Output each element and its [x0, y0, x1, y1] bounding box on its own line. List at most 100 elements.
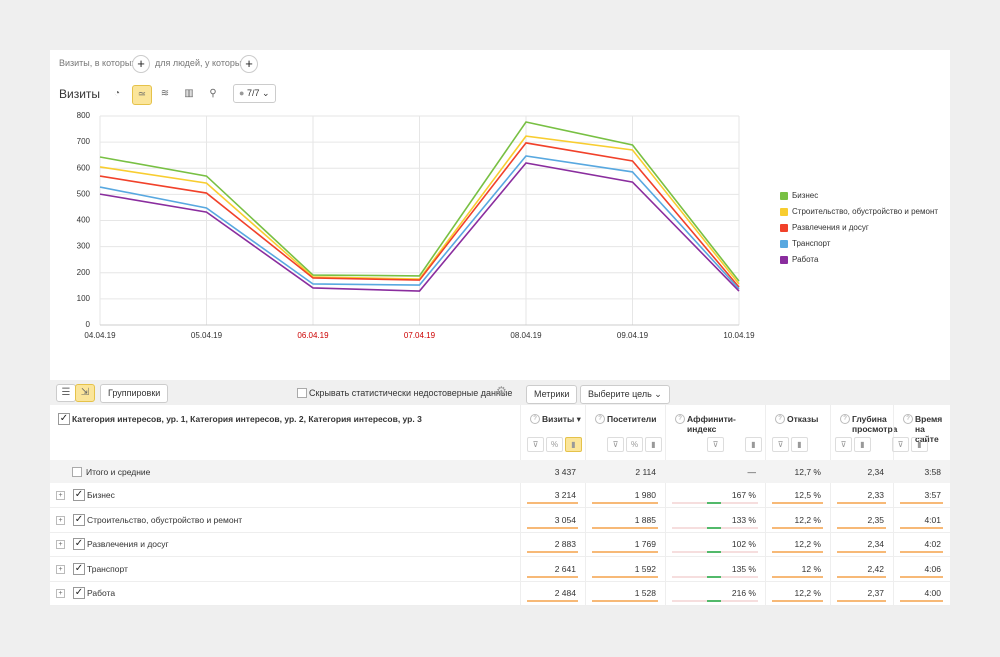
- checkbox[interactable]: [72, 467, 82, 477]
- table-cell: 102 %: [731, 539, 756, 549]
- table-row: [50, 557, 950, 582]
- column-control[interactable]: %: [546, 437, 563, 452]
- column-control[interactable]: ⊽: [835, 437, 852, 452]
- column-control[interactable]: ▮: [565, 437, 582, 452]
- tree-view-button[interactable]: ⇲: [75, 384, 95, 402]
- legend-swatch: [780, 256, 788, 264]
- chart: 0 100 200 300 400 500 600 700 800 04.04.19 05.04.1…: [77, 111, 939, 340]
- cell-bar: [772, 600, 823, 602]
- dimension-header: Категория интересов, ур. 1, Категория ин…: [72, 414, 422, 424]
- table-cell: 2,34: [867, 539, 884, 549]
- column-control[interactable]: ▮: [911, 437, 928, 452]
- metrics-button[interactable]: Метрики: [526, 385, 578, 404]
- column-header[interactable]: Посетители: [607, 414, 657, 424]
- column-border: [765, 405, 766, 605]
- add-filter[interactable]: +: [132, 55, 150, 73]
- cell-bar: [772, 551, 823, 553]
- column-control[interactable]: ▮: [854, 437, 871, 452]
- checkbox[interactable]: ✓: [73, 489, 85, 501]
- bar-chart-button[interactable]: ▥: [184, 88, 194, 99]
- x-tick-label: 04.04.19: [84, 331, 116, 340]
- cell-bar: [900, 551, 943, 553]
- expand-button[interactable]: +: [56, 564, 65, 574]
- line-chart-button[interactable]: ≃: [132, 85, 152, 105]
- add-filter[interactable]: +: [240, 55, 258, 73]
- table-cell: 4:01: [924, 514, 941, 525]
- series-line: [99, 155, 740, 290]
- cell-bar: [900, 526, 943, 529]
- column-control[interactable]: ▮: [645, 437, 662, 452]
- legend-swatch: [780, 208, 788, 216]
- checkbox[interactable]: ✓: [58, 413, 70, 425]
- expand-button[interactable]: +: [56, 491, 65, 500]
- x-tick-label: 07.04.19: [404, 331, 436, 340]
- column-header[interactable]: Отказы: [787, 414, 819, 424]
- y-tick-label: 500: [77, 189, 91, 198]
- groupings-button[interactable]: Группировки: [100, 384, 169, 403]
- table-toolbar: [50, 380, 950, 405]
- x-tick-label: 08.04.19: [510, 331, 542, 340]
- checkbox[interactable]: [297, 388, 307, 398]
- cell-bar: [837, 575, 886, 578]
- table-cell: 12,5 %: [794, 490, 821, 500]
- table-cell: 167 %: [731, 490, 756, 500]
- column-header[interactable]: Визиты ▾: [542, 414, 581, 424]
- column-control[interactable]: ⊽: [892, 437, 909, 452]
- table-cell: 4:00: [924, 588, 941, 598]
- cell-bar: [592, 526, 658, 529]
- table-row: [50, 532, 950, 557]
- cell-bar: [707, 526, 721, 529]
- row-label: Работа: [87, 588, 116, 598]
- legend-label: Бизнес: [792, 191, 818, 200]
- cell-bar: [837, 600, 886, 602]
- column-border: [585, 405, 586, 605]
- expand-button[interactable]: +: [56, 540, 65, 549]
- cell-bar: [707, 600, 721, 602]
- column-control[interactable]: ▮: [791, 437, 808, 452]
- column-control[interactable]: ▮: [745, 437, 762, 452]
- map-button[interactable]: ⚲: [209, 88, 217, 99]
- segments-dropdown[interactable]: ● 7/7 ⌄: [233, 84, 276, 103]
- expand-button[interactable]: +: [56, 589, 65, 598]
- checkbox[interactable]: ✓: [73, 513, 85, 526]
- table-cell: 2 641: [554, 563, 576, 574]
- list-view-button[interactable]: ☰: [56, 384, 76, 402]
- expand-button[interactable]: +: [56, 515, 65, 525]
- column-border: [520, 405, 521, 605]
- cell-bar: [592, 600, 658, 602]
- column-control[interactable]: ⊽: [707, 437, 724, 452]
- help-icon: ?: [903, 414, 913, 424]
- table-cell: 12,2 %: [794, 539, 821, 549]
- legend-swatch: [780, 240, 788, 248]
- column-control[interactable]: ⊽: [527, 437, 544, 452]
- totals-label: Итого и средние: [86, 467, 151, 477]
- totals-cell: 2,34: [867, 467, 884, 477]
- y-tick-label: 300: [77, 242, 91, 251]
- column-border: [665, 405, 666, 605]
- series-line: [99, 142, 740, 288]
- help-icon: ?: [595, 414, 605, 424]
- column-control[interactable]: ⊽: [772, 437, 789, 452]
- cell-bar: [837, 551, 886, 553]
- checkbox[interactable]: ✓: [73, 538, 85, 550]
- legend-label: Развлечения и досуг: [792, 223, 869, 232]
- column-header[interactable]: Аффинити-индекс: [687, 414, 736, 434]
- cell-bar: [527, 600, 578, 602]
- goal-dropdown[interactable]: Выберите цель ⌄: [580, 385, 670, 404]
- checkbox[interactable]: ✓: [73, 562, 85, 575]
- row-label: Транспорт: [87, 563, 128, 574]
- pie-chart-button[interactable]: ◔: [113, 88, 121, 99]
- table-cell: 1 885: [634, 514, 656, 525]
- column-header[interactable]: Время на сайте: [915, 414, 943, 444]
- cell-bar: [772, 575, 823, 578]
- filter-label: Визиты, в которых: [59, 58, 136, 68]
- cell-bar: [837, 526, 886, 529]
- column-control[interactable]: ⊽: [607, 437, 624, 452]
- area-chart-button[interactable]: ≋: [160, 88, 170, 99]
- settings-icon[interactable]: ⚙: [496, 384, 507, 398]
- checkbox[interactable]: ✓: [73, 587, 85, 599]
- column-control[interactable]: %: [626, 437, 643, 452]
- column-header[interactable]: Глубина просмотра: [852, 414, 898, 434]
- cell-bar: [707, 502, 721, 504]
